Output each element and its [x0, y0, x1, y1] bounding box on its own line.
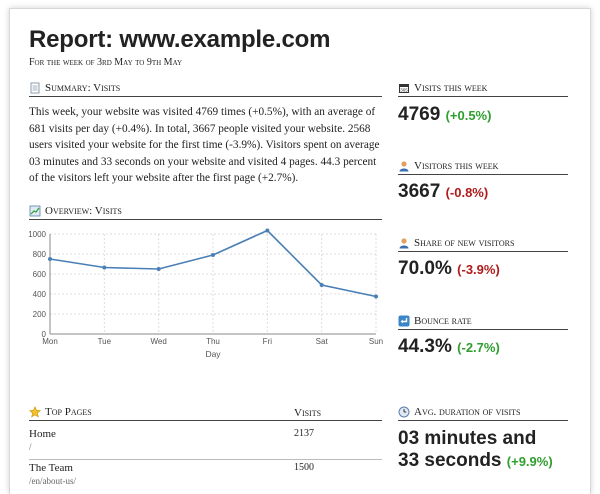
summary-heading: Summary: Visits [29, 82, 382, 97]
data-point [211, 253, 215, 257]
metric-value-line2: 33 seconds [398, 450, 502, 471]
metric-value: 3667 [398, 181, 441, 202]
metric-visitors: 3667 (-0.8%) [398, 181, 488, 203]
data-point [48, 257, 52, 261]
metric-change: (+9.9%) [506, 454, 553, 469]
x-tick-label: Fri [263, 337, 273, 346]
y-tick-label: 1000 [28, 230, 46, 239]
clock-icon [398, 406, 410, 418]
y-tick-label: 0 [42, 330, 47, 339]
document-icon [30, 82, 40, 94]
metric-heading-visits: 365 Visits this week [398, 82, 568, 97]
metric-heading-bounce: Bounce rate [398, 315, 568, 330]
page-path: /en/about-us/ [29, 476, 76, 486]
overview-heading-label: Overview: Visits [45, 205, 122, 217]
x-tick-label: Mon [42, 337, 58, 346]
page-visits: 2137 [294, 428, 314, 439]
user-icon [399, 238, 409, 249]
data-point [374, 294, 378, 299]
top-pages-heading-label: Top Pages [45, 406, 92, 418]
metric-visits: 4769 (+0.5%) [398, 104, 491, 126]
metric-change: (+0.5%) [445, 108, 492, 123]
metric-duration: 03 minutes and 33 seconds (+9.9%) [398, 428, 553, 473]
x-tick-label: Tue [98, 337, 112, 346]
metric-heading-visitors: Visitors this week [398, 160, 568, 175]
user-icon [399, 161, 409, 172]
page-visits: 1500 [294, 462, 314, 473]
summary-heading-label: Summary: Visits [45, 82, 121, 94]
return-arrow-icon [398, 315, 410, 327]
metric-heading-label: Share of new visitors [414, 237, 515, 249]
table-row: Home / 2137 [29, 428, 382, 460]
visits-chart-svg: 0 200 400 600 800 1000 Mon Tue Wed Thu Fri Sat Sun Da… [28, 228, 383, 359]
data-point [319, 283, 324, 287]
metric-new-visitors: 70.0% (-3.9%) [398, 258, 500, 280]
metric-value: 4769 [398, 104, 441, 125]
x-axis-label: Day [205, 349, 221, 359]
y-tick-label: 200 [33, 310, 47, 319]
calendar-icon: 365 [399, 84, 409, 93]
metric-heading-label: Visits this week [414, 82, 488, 94]
x-tick-label: Thu [206, 337, 220, 346]
y-tick-label: 400 [33, 290, 47, 299]
metric-change: (-2.7%) [457, 340, 500, 355]
report-subtitle: For the week of 3rd May to 9th May [29, 57, 183, 68]
x-tick-label: Sat [316, 337, 329, 346]
report-title: Report: www.example.com [29, 26, 331, 53]
metric-bounce: 44.3% (-2.7%) [398, 336, 500, 358]
star-icon [29, 406, 41, 418]
page-path: / [29, 442, 32, 452]
data-point [156, 267, 161, 271]
y-tick-label: 800 [33, 250, 47, 259]
metric-value-line1: 03 minutes and [398, 428, 537, 449]
metric-change: (-3.9%) [457, 262, 500, 277]
data-point [102, 265, 107, 270]
metric-heading-new-visitors: Share of new visitors [398, 237, 568, 252]
summary-text: This week, your website was visited 4769… [29, 106, 380, 184]
x-tick-label: Sun [369, 337, 383, 346]
page-name: Home [29, 428, 56, 440]
table-row: The Team /en/about-us/ 1500 [29, 462, 382, 494]
top-pages-visits-header: Visits [294, 407, 322, 419]
y-tick-label: 600 [33, 270, 47, 279]
overview-heading: Overview: Visits [29, 205, 382, 220]
top-pages-heading: Top Pages [29, 406, 382, 421]
metric-value: 44.3% [398, 336, 452, 357]
visits-chart: 0 200 400 600 800 1000 Mon Tue Wed Thu Fri Sat Sun Da… [26, 228, 386, 364]
page-name: The Team [29, 462, 73, 474]
metric-heading-duration: Avg. duration of visits [398, 406, 568, 421]
svg-text:365: 365 [400, 88, 408, 93]
x-tick-label: Wed [151, 337, 167, 346]
metric-heading-label: Visitors this week [414, 160, 499, 172]
metric-change: (-0.8%) [445, 185, 489, 200]
data-point [265, 228, 270, 233]
metric-heading-label: Bounce rate [414, 315, 472, 327]
chart-icon [29, 205, 41, 217]
metric-value: 70.0% [398, 258, 452, 279]
metric-heading-label: Avg. duration of visits [414, 406, 521, 418]
